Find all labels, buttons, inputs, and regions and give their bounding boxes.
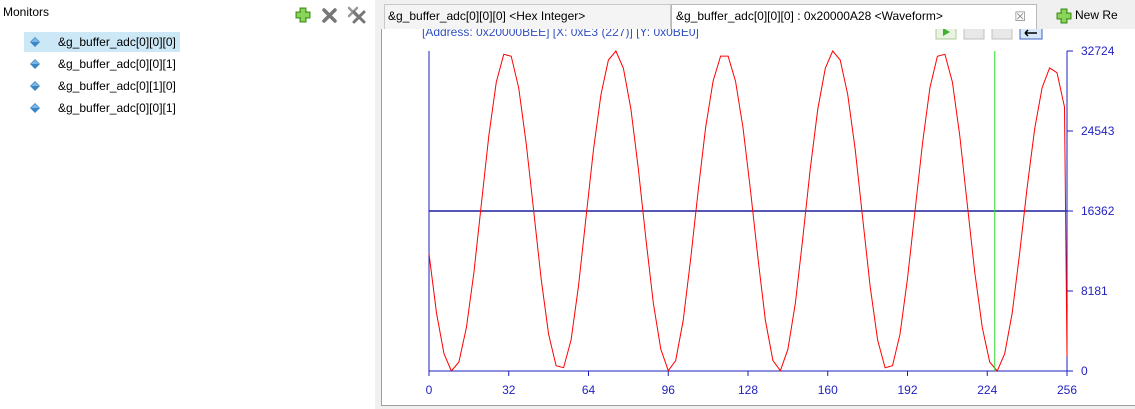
waveform-chart[interactable]: [Address: 0x20000BEE] [X: 0xE3 (227)] [Y… <box>382 24 1135 405</box>
y-tick-label: 16362 <box>1081 204 1115 218</box>
tab-hex-integer[interactable]: &g_buffer_adc[0][0][0] <Hex Integer> <box>384 4 671 29</box>
remove-icon <box>322 8 337 23</box>
expression-icon <box>30 103 40 113</box>
monitors-header: Monitors <box>0 0 375 30</box>
x-tick-label: 224 <box>977 383 997 397</box>
waveform-view[interactable]: [Address: 0x20000BEE] [X: 0xE3 (227)] [Y… <box>381 24 1135 406</box>
x-tick-label: 256 <box>1057 383 1077 397</box>
monitor-item[interactable]: &g_buffer_adc[0][0][1] <box>24 98 176 118</box>
close-icon[interactable]: ☒ <box>1014 9 1026 24</box>
expression-icon <box>30 81 40 91</box>
tab-new-rendering[interactable]: New Re <box>1053 4 1135 29</box>
y-tick-label: 8181 <box>1081 284 1108 298</box>
monitors-panel: Monitors &g_buffer_adc[0][0][0] &g_buffe… <box>0 0 375 409</box>
x-tick-label: 192 <box>897 383 917 397</box>
tab-waveform[interactable]: &g_buffer_adc[0][0][0] : 0x20000A28 <Wav… <box>671 4 1037 29</box>
remove-monitor-button[interactable] <box>321 6 339 24</box>
monitor-item[interactable]: &g_buffer_adc[0][0][0] <box>24 32 180 52</box>
play-icon <box>943 28 950 36</box>
monitor-item-label: &g_buffer_adc[0][0][0] <box>58 35 176 49</box>
x-tick-label: 128 <box>738 383 758 397</box>
x-tick-label: 64 <box>582 383 596 397</box>
remove-all-icon <box>347 6 366 24</box>
swap-icon <box>1024 29 1037 37</box>
monitors-title: Monitors <box>3 5 50 19</box>
monitor-item[interactable]: &g_buffer_adc[0][0][1] <box>24 54 176 74</box>
add-monitor-button[interactable] <box>294 6 312 24</box>
x-tick-label: 0 <box>426 383 433 397</box>
plus-icon <box>295 7 311 23</box>
monitor-item-label: &g_buffer_adc[0][0][1] <box>58 101 176 115</box>
tab-label: &g_buffer_adc[0][0][0] <Hex Integer> <box>388 9 586 23</box>
monitor-item[interactable]: &g_buffer_adc[0][1][0] <box>24 76 176 96</box>
renderings-tab-bar: &g_buffer_adc[0][0][0] <Hex Integer> &g_… <box>381 0 1135 30</box>
x-tick-label: 32 <box>502 383 516 397</box>
plus-icon <box>1056 8 1072 24</box>
y-tick-label: 0 <box>1081 364 1088 378</box>
waveform-line <box>428 50 1068 372</box>
tab-label: New Re <box>1075 8 1118 22</box>
chart-toolbar <box>935 24 1043 40</box>
x-tick-label: 96 <box>662 383 676 397</box>
swap-button[interactable] <box>1019 24 1043 40</box>
stop-button[interactable] <box>991 24 1013 40</box>
monitor-item-label: &g_buffer_adc[0][1][0] <box>58 79 176 93</box>
expression-icon <box>30 59 40 69</box>
tab-label: &g_buffer_adc[0][0][0] : 0x20000A28 <Wav… <box>676 9 943 23</box>
pause-button[interactable] <box>963 24 985 40</box>
remove-all-monitors-button[interactable] <box>347 6 366 24</box>
y-tick-label: 24543 <box>1081 124 1115 138</box>
panel-splitter[interactable] <box>375 0 381 409</box>
waveform-info-text: [Address: 0x20000BEE] [X: 0xE3 (227)] [Y… <box>422 29 699 39</box>
monitor-item-label: &g_buffer_adc[0][0][1] <box>58 57 176 71</box>
x-tick-label: 160 <box>818 383 838 397</box>
y-tick-label: 32724 <box>1081 44 1115 58</box>
expression-icon <box>30 37 40 47</box>
